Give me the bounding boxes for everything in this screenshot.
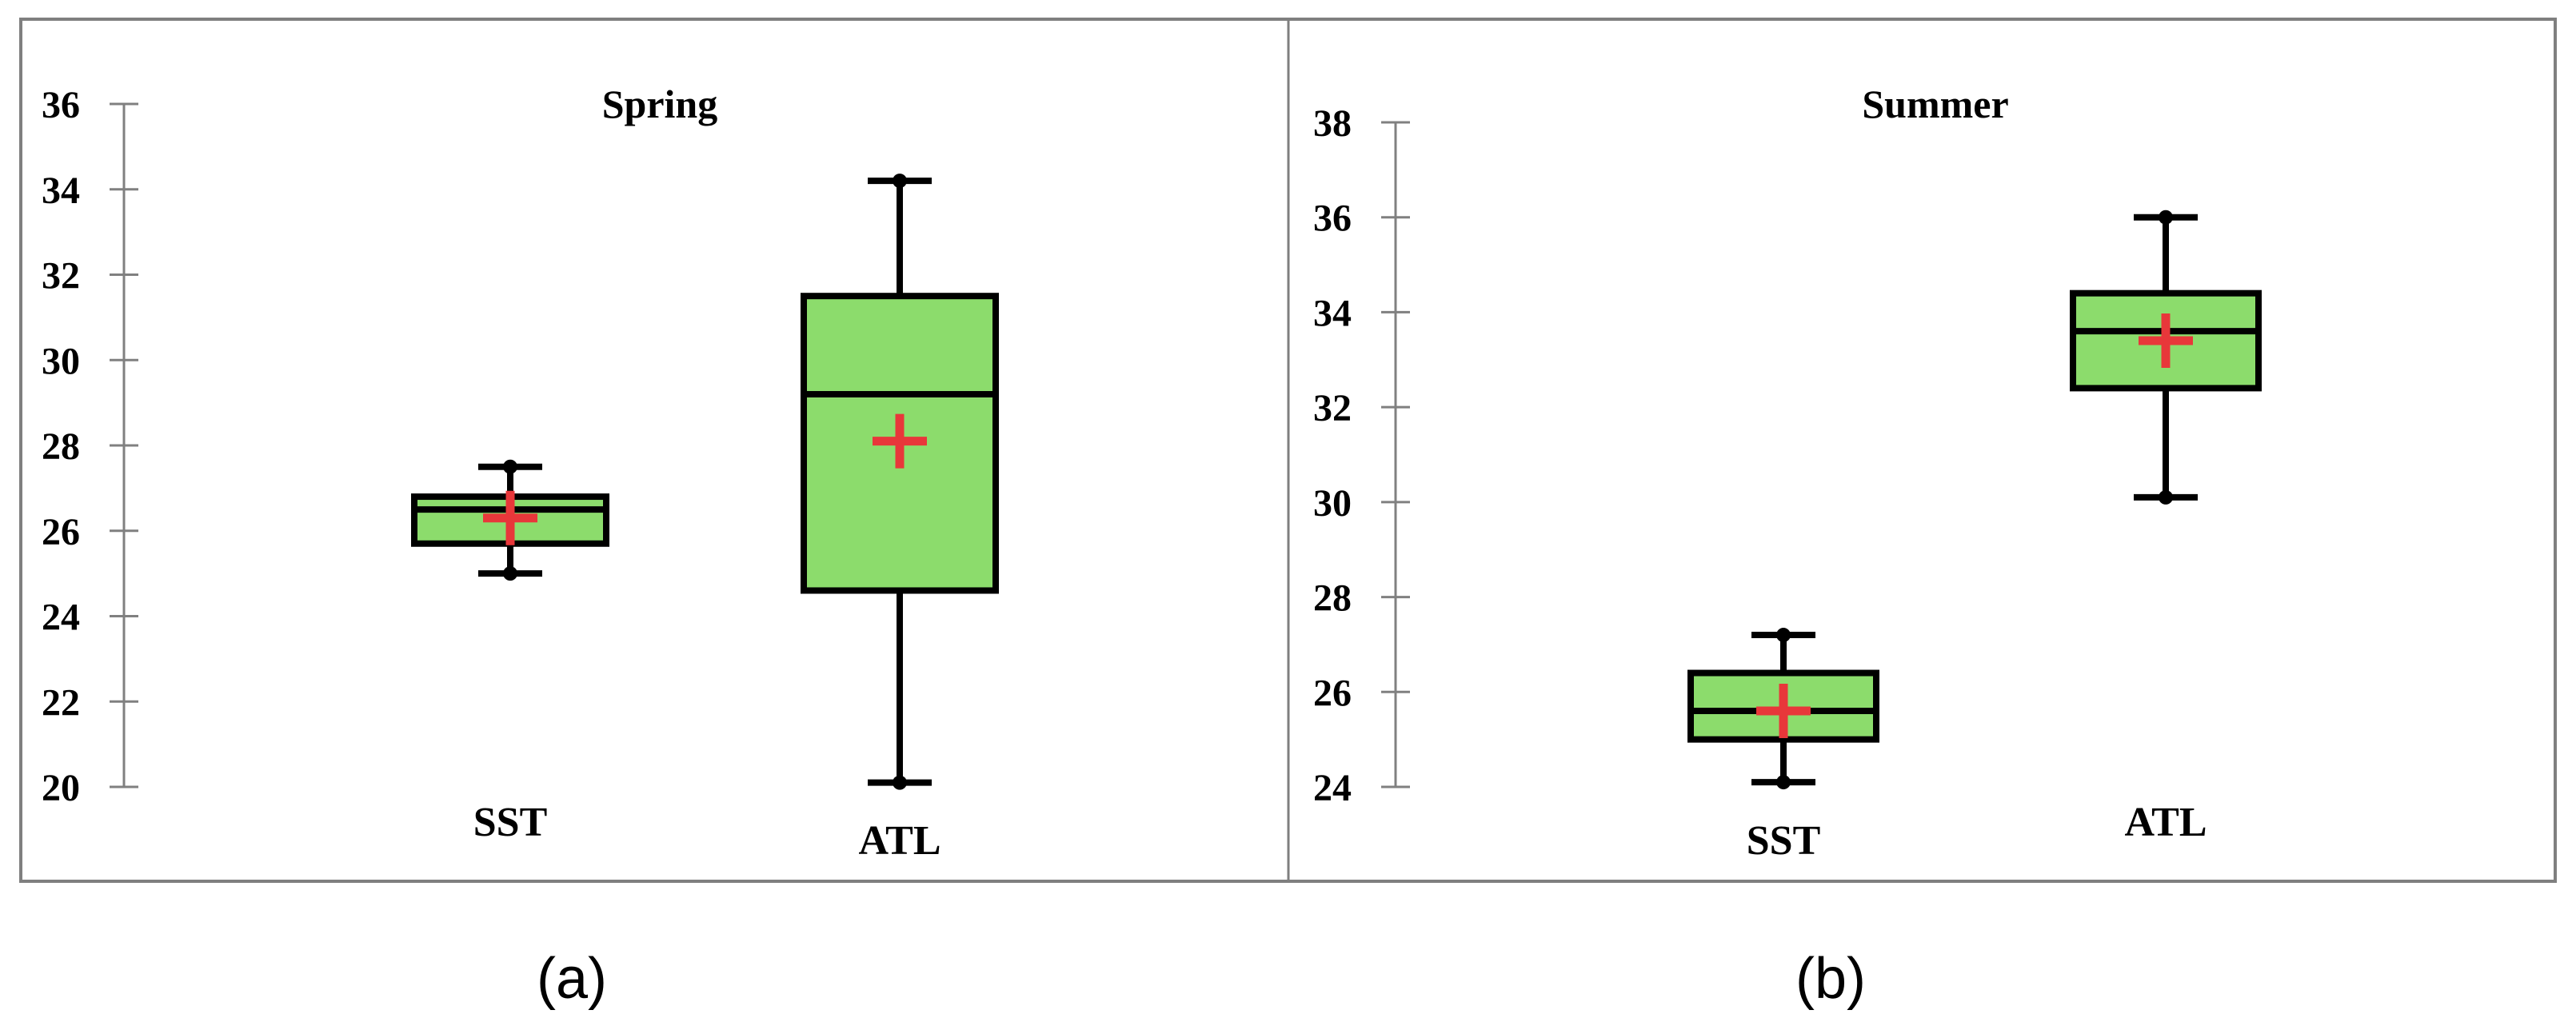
y-tick-label: 38 [1313, 102, 1352, 145]
category-label: ATL [2124, 800, 2207, 845]
panel-spring: Spring (a) 20 22 24 26 28 30 32 34 36 SST ATL [42, 82, 999, 1011]
y-tick-label: 30 [42, 340, 80, 382]
panel-summer: Summer (b) 24 26 28 30 32 34 36 38 SST ATL [1313, 82, 2262, 1011]
panel-title: Spring [602, 82, 718, 126]
y-tick-label: 36 [1313, 198, 1352, 240]
y-tick-label: 26 [1313, 672, 1352, 714]
y-tick-label: 32 [1313, 387, 1352, 429]
box-atl [801, 174, 999, 790]
category-label: SST [473, 800, 548, 845]
panel-title: Summer [1862, 82, 2008, 126]
y-tick-label: 34 [42, 170, 80, 212]
y-tick-label: 36 [42, 84, 80, 126]
y-tick-label: 32 [42, 255, 80, 297]
y-tick-label: 30 [1313, 482, 1352, 525]
category-label: ATL [858, 818, 941, 864]
y-tick-label: 22 [42, 681, 80, 724]
category-label: SST [1747, 818, 1821, 864]
iqr-box [2070, 289, 2262, 392]
panel-caption: (a) [537, 947, 607, 1011]
y-tick-label: 26 [42, 511, 80, 553]
y-tick-label: 28 [1313, 577, 1352, 620]
panel-caption: (b) [1795, 947, 1866, 1011]
y-tick-label: 20 [42, 767, 80, 809]
y-tick-label: 34 [1313, 292, 1352, 334]
y-tick-label: 28 [42, 425, 80, 468]
y-tick-label: 24 [42, 597, 80, 639]
box-sst [411, 459, 609, 581]
box-atl [2070, 210, 2262, 505]
y-tick-label: 24 [1313, 767, 1352, 809]
box-sst [1687, 628, 1879, 790]
